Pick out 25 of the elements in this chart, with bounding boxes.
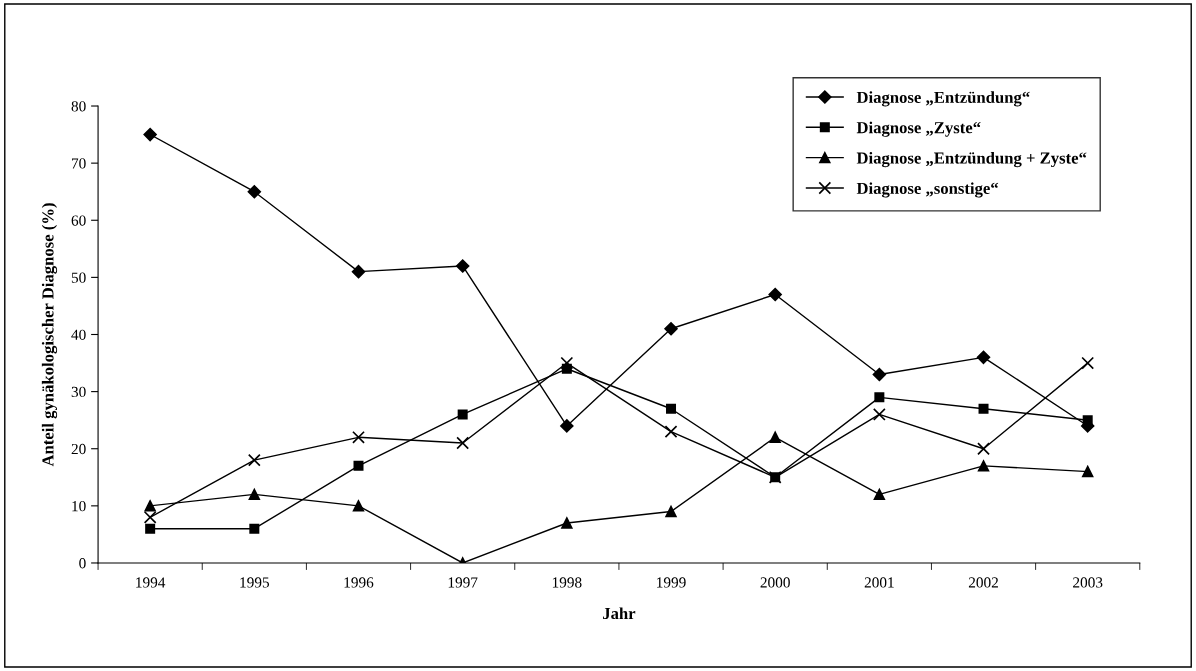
- x-tick-label: 1999: [657, 577, 686, 588]
- y-axis-title: Anteil gynäkologischer Diagnose (%): [41, 203, 58, 467]
- x-tick-label: 2003: [1073, 577, 1103, 588]
- y-tick-label: 60: [71, 215, 86, 226]
- x-tick-label: 2000: [760, 577, 790, 588]
- legend-label: Diagnose „Entzündung + Zyste“: [856, 151, 1087, 168]
- x-tick-label: 1996: [344, 577, 374, 588]
- y-tick-label: 80: [71, 101, 86, 112]
- x-tick-label: 1995: [240, 577, 270, 588]
- x-tick-label: 1997: [448, 577, 478, 588]
- x-tick-label: 1998: [552, 577, 582, 588]
- legend-label: Diagnose „Zyste“: [856, 121, 981, 137]
- y-tick-label: 20: [71, 443, 86, 455]
- y-tick-label: 10: [72, 500, 86, 512]
- y-tick-label: 50: [71, 272, 86, 283]
- x-tick-label: 2001: [864, 577, 894, 588]
- y-tick-label: 40: [71, 329, 86, 340]
- y-tick-label: 0: [79, 558, 86, 569]
- legend-label: Diagnose „sonstige“: [856, 182, 999, 198]
- x-tick-label: 1994: [136, 577, 166, 588]
- y-tick-label: 70: [72, 158, 86, 169]
- x-tick-label: 2002: [968, 577, 998, 588]
- legend-label: Diagnose „Entzündung“: [856, 91, 1030, 107]
- y-tick-label: 30: [71, 386, 86, 398]
- x-axis-title: Jahr: [603, 607, 636, 620]
